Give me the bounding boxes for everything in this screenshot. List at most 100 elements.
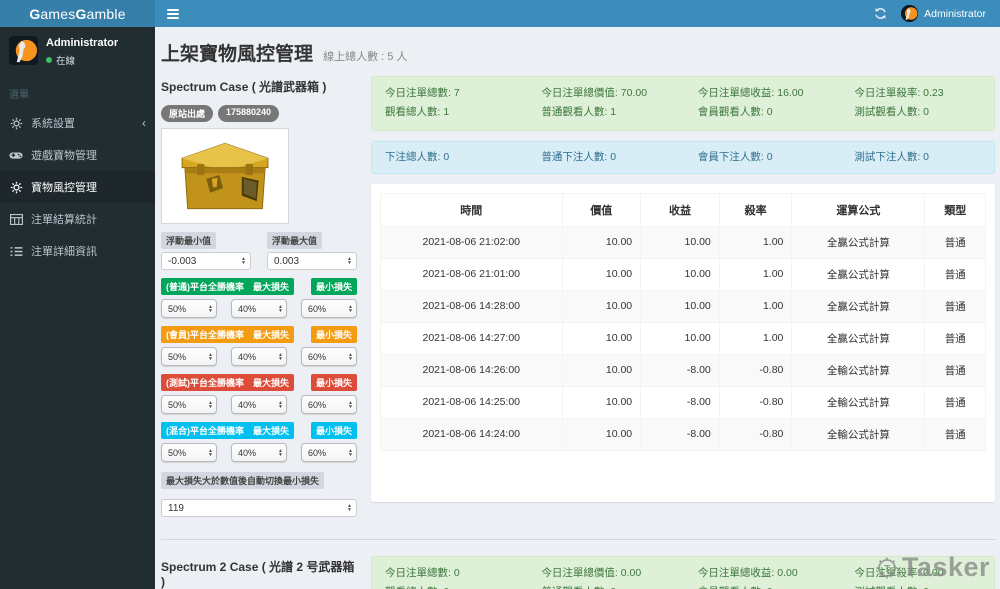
auto-switch-label: 最大損失大於數值後自動切換最小損失 bbox=[161, 472, 325, 489]
stat-column: 今日注單總數: 7 觀看總人數: 1 bbox=[385, 84, 541, 123]
sidebar-toggle-icon[interactable] bbox=[155, 0, 191, 27]
stepper-icon[interactable]: ▲ ▼ bbox=[208, 447, 213, 458]
min-loss-select[interactable]: 60% ▲ ▼ bbox=[301, 299, 357, 318]
stat-line: 普通下注人數: 0 bbox=[541, 150, 617, 163]
min-loss-badge: 最小損失 bbox=[310, 374, 357, 391]
min-loss-select[interactable]: 60% ▲ ▼ bbox=[301, 395, 357, 414]
auto-switch-input[interactable]: 119 ▲ ▼ bbox=[161, 499, 357, 517]
cell-profit: -8.00 bbox=[640, 353, 720, 387]
sidebar-item-label: 注單詳細資訊 bbox=[31, 246, 97, 258]
stepper-icon[interactable]: ▲ ▼ bbox=[347, 503, 352, 513]
sidebar-item-bet-details[interactable]: 注單詳細資訊 bbox=[0, 235, 155, 267]
stepper-icon[interactable]: ▲ ▼ bbox=[208, 351, 213, 362]
stepper-icon[interactable]: ▲ ▼ bbox=[348, 303, 353, 314]
avatar bbox=[901, 5, 919, 22]
max-loss-select[interactable]: 40% ▲ ▼ bbox=[231, 347, 287, 366]
stepper-icon[interactable]: ▲ ▼ bbox=[347, 256, 352, 266]
col-header-rate: 殺率 bbox=[718, 192, 793, 227]
win-rate-badge: (混合)平台全勝機率 最大損失 bbox=[161, 422, 294, 439]
avatar bbox=[9, 36, 38, 65]
stat-line: 測試下注人數: 0 bbox=[854, 150, 930, 163]
stat-line-bottom: 會員觀看人數: 0 bbox=[697, 106, 773, 119]
sidebar-item-system-settings[interactable]: 系統設置 ‹ bbox=[0, 107, 155, 139]
stepper-icon[interactable]: ▲ ▼ bbox=[348, 447, 353, 458]
win-rate-select[interactable]: 50% ▲ ▼ bbox=[161, 347, 217, 366]
risk-row: (普通)平台全勝機率 最大損失 最小損失 50% ▲ ▼ 40% ▲ ▼ 60% ▲ ▼ bbox=[161, 278, 357, 318]
stepper-icon[interactable]: ▲ ▼ bbox=[278, 447, 283, 458]
float-min-label: 浮動最小值 bbox=[161, 232, 217, 249]
cell-profit: -8.00 bbox=[640, 417, 720, 451]
cell-profit: 10.00 bbox=[640, 257, 720, 291]
bet-table-panel: 時間 價值 收益 殺率 運算公式 類型 2021-08-06 21:02:00 1… bbox=[371, 183, 995, 502]
sidebar: Administrator 在線 選單 系統設置 ‹ 遊戲寶物管理 寶物風控管理… bbox=[0, 27, 155, 589]
stepper-icon[interactable]: ▲ ▼ bbox=[208, 303, 213, 314]
cell-value: 10.00 bbox=[561, 353, 642, 387]
case-config-panel: Spectrum 2 Case ( 光譜 2 号武器箱 ) 原站出處 17591… bbox=[161, 556, 357, 589]
cell-rate: -0.80 bbox=[718, 353, 793, 387]
cell-time: 2021-08-06 14:26:00 bbox=[380, 353, 563, 387]
stat-column: 今日注單總數: 0 觀看總人數: 0 bbox=[385, 564, 541, 589]
cell-value: 10.00 bbox=[561, 257, 642, 291]
stepper-icon[interactable]: ▲ ▼ bbox=[241, 256, 246, 266]
case-name: Spectrum 2 Case ( 光譜 2 号武器箱 ) bbox=[161, 560, 355, 589]
gamepad-icon bbox=[9, 150, 23, 161]
float-min-input[interactable]: -0.003 ▲ ▼ bbox=[161, 252, 251, 270]
max-loss-select[interactable]: 40% ▲ ▼ bbox=[231, 299, 287, 318]
max-loss-select[interactable]: 40% ▲ ▼ bbox=[231, 395, 287, 414]
refresh-icon[interactable] bbox=[874, 7, 887, 20]
win-rate-select[interactable]: 50% ▲ ▼ bbox=[161, 443, 217, 462]
case-stats-panel: 今日注單總數: 7 觀看總人數: 1 今日注單總價值: 70.00 普通觀看人數: 1… bbox=[371, 76, 995, 506]
col-header-value: 價值 bbox=[561, 192, 642, 227]
table-row: 2021-08-06 21:02:00 10.00 10.00 1.00 全贏公式計算普… bbox=[380, 225, 986, 259]
sidebar-user-panel: Administrator 在線 bbox=[0, 27, 155, 77]
cell-formula: 全贏公式計算 bbox=[791, 289, 926, 323]
logo-text: amble bbox=[86, 5, 126, 22]
origin-source-badge: 原站出處 bbox=[161, 105, 214, 122]
cell-formula: 全輸公式計算 bbox=[791, 385, 926, 419]
stepper-icon[interactable]: ▲ ▼ bbox=[208, 399, 213, 410]
chevron-left-icon: ‹ bbox=[142, 116, 146, 130]
stat-column: 今日注單總收益: 0.00 會員觀看人數: 0 bbox=[698, 564, 854, 589]
float-max-value: 0.003 bbox=[274, 255, 300, 267]
max-loss-select[interactable]: 40% ▲ ▼ bbox=[231, 443, 287, 462]
risk-row: (混合)平台全勝機率 最大損失 最小損失 50% ▲ ▼ 40% ▲ ▼ 60% ▲ ▼ bbox=[161, 422, 357, 462]
sidebar-item-label: 注單結算統計 bbox=[31, 214, 97, 226]
page-title: 上架寶物風控管理 bbox=[161, 44, 314, 65]
min-loss-select[interactable]: 60% ▲ ▼ bbox=[301, 347, 357, 366]
stat-line-top: 今日注單殺率: 0.00 bbox=[854, 567, 944, 579]
sidebar-item-bet-statistics[interactable]: 注單結算統計 bbox=[0, 203, 155, 235]
stepper-icon[interactable]: ▲ ▼ bbox=[278, 351, 283, 362]
user-menu[interactable]: Administrator bbox=[901, 5, 986, 22]
win-rate-select[interactable]: 50% ▲ ▼ bbox=[161, 395, 217, 414]
min-loss-badge: 最小損失 bbox=[310, 278, 357, 295]
cell-rate: -0.80 bbox=[718, 417, 793, 451]
stepper-icon[interactable]: ▲ ▼ bbox=[278, 303, 283, 314]
cell-rate: 1.00 bbox=[718, 257, 793, 291]
stat-line-bottom: 普通觀看人數: 0 bbox=[541, 583, 697, 589]
auto-switch-value: 119 bbox=[168, 502, 184, 514]
top-navbar: Administrator bbox=[155, 0, 1000, 27]
case-name: Spectrum Case ( 光譜武器箱 ) bbox=[161, 80, 327, 94]
stat-column: 今日注單總價值: 0.00 普通觀看人數: 0 bbox=[541, 564, 697, 589]
stat-line-top: 今日注單總收益: 0.00 bbox=[697, 567, 798, 579]
stepper-icon[interactable]: ▲ ▼ bbox=[348, 351, 353, 362]
min-loss-select[interactable]: 60% ▲ ▼ bbox=[301, 443, 357, 462]
stat-line-top: 今日注單總價值: 70.00 bbox=[541, 87, 648, 99]
float-max-input[interactable]: 0.003 ▲ ▼ bbox=[267, 252, 357, 270]
cell-profit: 10.00 bbox=[640, 321, 720, 355]
table-row: 2021-08-06 14:26:00 10.00 -8.00 -0.80 全輸公式計算… bbox=[380, 353, 986, 387]
min-loss-badge: 最小損失 bbox=[310, 326, 357, 343]
col-header-formula: 運算公式 bbox=[791, 192, 926, 227]
win-rate-select[interactable]: 50% ▲ ▼ bbox=[161, 299, 217, 318]
cell-formula: 全贏公式計算 bbox=[791, 321, 926, 355]
table-row: 2021-08-06 14:27:00 10.00 10.00 1.00 全贏公式計算普… bbox=[380, 321, 986, 355]
cell-value: 10.00 bbox=[561, 321, 642, 355]
stepper-icon[interactable]: ▲ ▼ bbox=[348, 399, 353, 410]
sidebar-item-risk-control[interactable]: 寶物風控管理 bbox=[0, 171, 155, 203]
logo-text: G bbox=[29, 5, 41, 22]
stepper-icon[interactable]: ▲ ▼ bbox=[278, 399, 283, 410]
sidebar-item-game-items[interactable]: 遊戲寶物管理 bbox=[0, 139, 155, 171]
